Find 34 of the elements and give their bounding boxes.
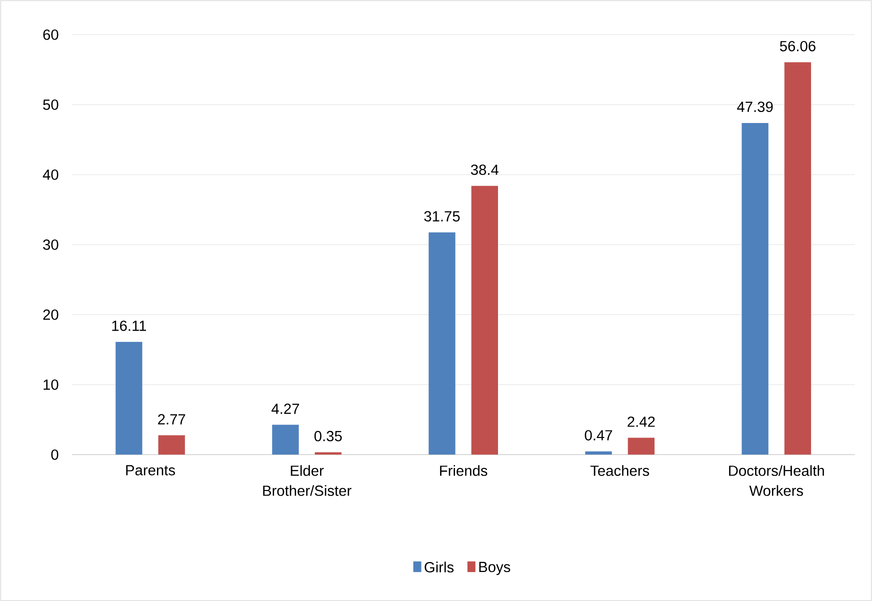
data-label: 0.47 xyxy=(584,430,612,440)
x-tick-label: Elder Brother/Sister xyxy=(263,465,352,496)
data-label: 0.35 xyxy=(314,430,342,442)
y-tick-label: 10 xyxy=(44,379,58,390)
bar xyxy=(116,342,142,455)
bar xyxy=(742,122,768,455)
bar xyxy=(158,435,185,455)
x-tick-label: Teachers xyxy=(590,465,650,476)
y-tick-label: 30 xyxy=(43,239,58,250)
data-label: 2.42 xyxy=(628,416,655,427)
data-label: 16.11 xyxy=(112,320,146,331)
data-label: 2.77 xyxy=(158,414,186,424)
data-label: 31.75 xyxy=(424,210,460,222)
x-tick-label: Doctors/Health Workers xyxy=(729,465,824,496)
data-label: 56.06 xyxy=(780,40,816,52)
y-tick-label: 0 xyxy=(51,449,58,460)
bar xyxy=(428,232,456,455)
x-tick-label: Parents xyxy=(126,465,175,476)
y-tick-label: 20 xyxy=(43,309,58,320)
data-label: 47.39 xyxy=(737,101,773,112)
y-tick-label: 50 xyxy=(43,99,58,110)
x-tick-label: Friends xyxy=(440,465,488,476)
y-tick-label: 40 xyxy=(42,169,58,180)
bar xyxy=(314,452,342,455)
bar xyxy=(784,62,812,455)
data-label: 38.4 xyxy=(470,164,498,175)
legend-label: Boys xyxy=(479,562,510,575)
legend-label: Girls xyxy=(424,562,454,572)
bar xyxy=(628,438,655,455)
y-tick-label: 60 xyxy=(43,29,58,40)
data-label: 4.27 xyxy=(272,403,300,414)
bar xyxy=(585,451,612,455)
bar xyxy=(471,186,498,455)
bar xyxy=(272,424,299,455)
